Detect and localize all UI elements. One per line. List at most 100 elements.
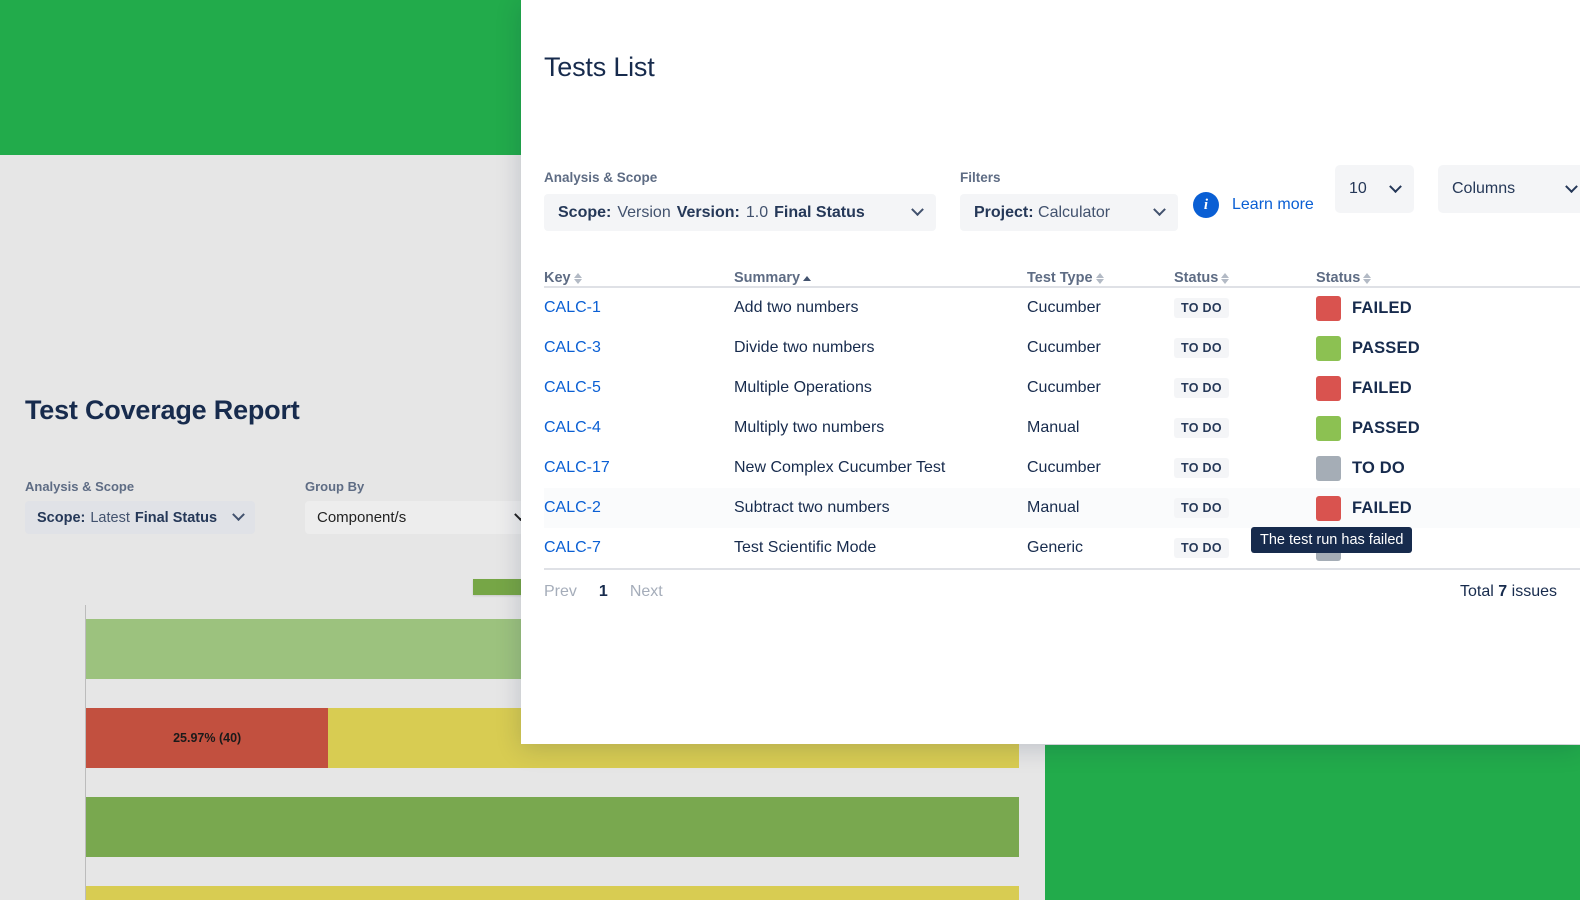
total-issues: Total 7 issues <box>1460 583 1557 601</box>
scope-value: Version <box>617 203 671 221</box>
result-color-swatch <box>1316 495 1341 521</box>
table-header-row: Key Summary Test Type Status Status <box>544 256 1580 288</box>
result-label: TO DO <box>1352 458 1405 477</box>
status-badge: TO DO <box>1174 418 1229 438</box>
chart-bar-value-label: 25.97% (40) <box>173 731 242 746</box>
report-scope-prefix: Scope: <box>37 509 86 526</box>
sort-icon <box>1221 272 1230 284</box>
chart-bar-segment-passed <box>86 796 1019 857</box>
result-label: FAILED <box>1352 298 1412 317</box>
sort-icon <box>1363 272 1372 284</box>
report-scope-dropdown[interactable]: Scope: Latest Final Status <box>25 501 256 534</box>
test-key-link[interactable]: CALC-1 <box>544 299 601 316</box>
test-type: Manual <box>1027 419 1080 436</box>
table-row[interactable]: CALC-17 New Complex Cucumber Test Cucumber… <box>544 448 1580 488</box>
page-title: Tests List <box>544 52 655 82</box>
status-badge: TO DO <box>1174 298 1229 318</box>
test-summary: Multiply two numbers <box>734 419 885 436</box>
total-count: 7 <box>1498 583 1508 600</box>
background-banner-bottom <box>1045 745 1580 900</box>
result-label: PASSED <box>1352 338 1420 357</box>
test-run-result[interactable]: FAILED <box>1316 495 1576 521</box>
chart-bar-segment-failed: 25.97% (40) <box>86 708 329 769</box>
test-key-link[interactable]: CALC-3 <box>544 339 601 356</box>
report-title: Test Coverage Report <box>25 395 300 425</box>
result-label: PASSED <box>1352 418 1420 437</box>
chart-bar-ui: 100% (3) <box>86 885 1019 900</box>
result-color-swatch <box>1316 415 1341 441</box>
pagination-next[interactable]: Next <box>629 583 663 600</box>
test-key-link[interactable]: CALC-5 <box>544 379 601 396</box>
total-prefix: Total <box>1460 583 1494 600</box>
status-badge: TO DO <box>1174 378 1229 398</box>
table-row[interactable]: CALC-4 Multiply two numbers Manual TO DO PAS… <box>544 408 1580 448</box>
result-color-swatch <box>1316 335 1341 361</box>
learn-more-link[interactable]: i Learn more <box>1193 192 1314 218</box>
chart-bar-core <box>86 796 1019 857</box>
rows-per-page-select[interactable]: 10 <box>1335 165 1414 213</box>
report-scope-value: Latest <box>90 509 130 526</box>
report-groupby-dropdown[interactable]: Component/s <box>305 501 535 534</box>
test-key-link[interactable]: CALC-2 <box>544 499 601 516</box>
test-status: TO DO <box>1174 538 1316 558</box>
test-run-result[interactable]: PASSED <box>1316 415 1576 441</box>
table-row[interactable]: CALC-5 Multiple Operations Cucumber TO DO FA… <box>544 368 1580 408</box>
chevron-down-icon <box>232 508 245 522</box>
project-filter-dropdown[interactable]: Project: Calculator <box>960 194 1178 231</box>
test-run-result[interactable]: TO DO <box>1316 455 1576 481</box>
scope-prefix: Scope: <box>558 203 612 221</box>
tests-table: Key Summary Test Type Status Status CALC-1 Ad… <box>544 256 1580 568</box>
tests-list-panel: Tests List Analysis & Scope Filters Scop… <box>521 0 1580 744</box>
chevron-down-icon <box>1389 179 1402 193</box>
test-type: Cucumber <box>1027 299 1101 316</box>
pagination: Prev 1 Next <box>544 583 663 601</box>
table-row[interactable]: CALC-1 Add two numbers Cucumber TO DO FAILED <box>544 288 1580 328</box>
test-key-link[interactable]: CALC-4 <box>544 419 601 436</box>
status-tooltip: The test run has failed <box>1251 527 1413 553</box>
status-badge: TO DO <box>1174 458 1229 478</box>
report-groupby-value: Component/s <box>317 509 407 526</box>
scope-final-status: Final Status <box>774 203 865 221</box>
scope-dropdown[interactable]: Scope: Version Version: 1.0 Final Status <box>544 194 936 231</box>
project-value: Calculator <box>1038 203 1111 221</box>
test-key-link[interactable]: CALC-7 <box>544 539 601 556</box>
status-badge: TO DO <box>1174 498 1229 518</box>
test-status: TO DO <box>1174 378 1316 398</box>
test-summary: Test Scientific Mode <box>734 539 877 556</box>
sort-ascending-icon <box>803 275 812 281</box>
pagination-page-1[interactable]: 1 <box>598 583 608 600</box>
table-header-key-0[interactable]: Key <box>544 270 734 286</box>
sort-icon <box>1095 272 1104 284</box>
learn-more-label: Learn more <box>1232 196 1314 213</box>
table-header-label: Test Type <box>1027 270 1093 286</box>
pagination-prev[interactable]: Prev <box>544 583 577 600</box>
table-footer-divider <box>544 568 1580 570</box>
table-header-label: Key <box>544 270 571 286</box>
result-label: FAILED <box>1352 378 1412 397</box>
test-type: Cucumber <box>1027 379 1101 396</box>
chevron-down-icon <box>911 203 924 217</box>
test-type: Manual <box>1027 499 1080 516</box>
test-run-result[interactable]: FAILED <box>1316 295 1576 321</box>
chart-bar-segment-todo: 100% (3) <box>86 885 1019 900</box>
test-key-link[interactable]: CALC-17 <box>544 459 610 476</box>
test-run-result[interactable]: FAILED <box>1316 375 1576 401</box>
table-header-status-4[interactable]: Status <box>1316 270 1576 286</box>
table-header-status-3[interactable]: Status <box>1174 270 1316 286</box>
table-body: CALC-1 Add two numbers Cucumber TO DO FAILED… <box>544 288 1580 568</box>
status-badge: TO DO <box>1174 338 1229 358</box>
test-status: TO DO <box>1174 418 1316 438</box>
scope-version-value: 1.0 <box>745 203 769 221</box>
table-header-test-type-2[interactable]: Test Type <box>1027 270 1174 286</box>
test-summary: New Complex Cucumber Test <box>734 459 946 476</box>
test-run-result[interactable]: PASSED <box>1316 335 1576 361</box>
table-row[interactable]: CALC-2 Subtract two numbers Manual TO DO FAI… <box>544 488 1580 528</box>
table-header-summary-1[interactable]: Summary <box>734 270 1027 286</box>
columns-button[interactable]: Columns <box>1438 165 1580 213</box>
table-row[interactable]: CALC-3 Divide two numbers Cucumber TO DO PAS… <box>544 328 1580 368</box>
test-status: TO DO <box>1174 498 1316 518</box>
info-icon: i <box>1193 192 1219 218</box>
report-groupby-label: Group By <box>305 479 365 494</box>
